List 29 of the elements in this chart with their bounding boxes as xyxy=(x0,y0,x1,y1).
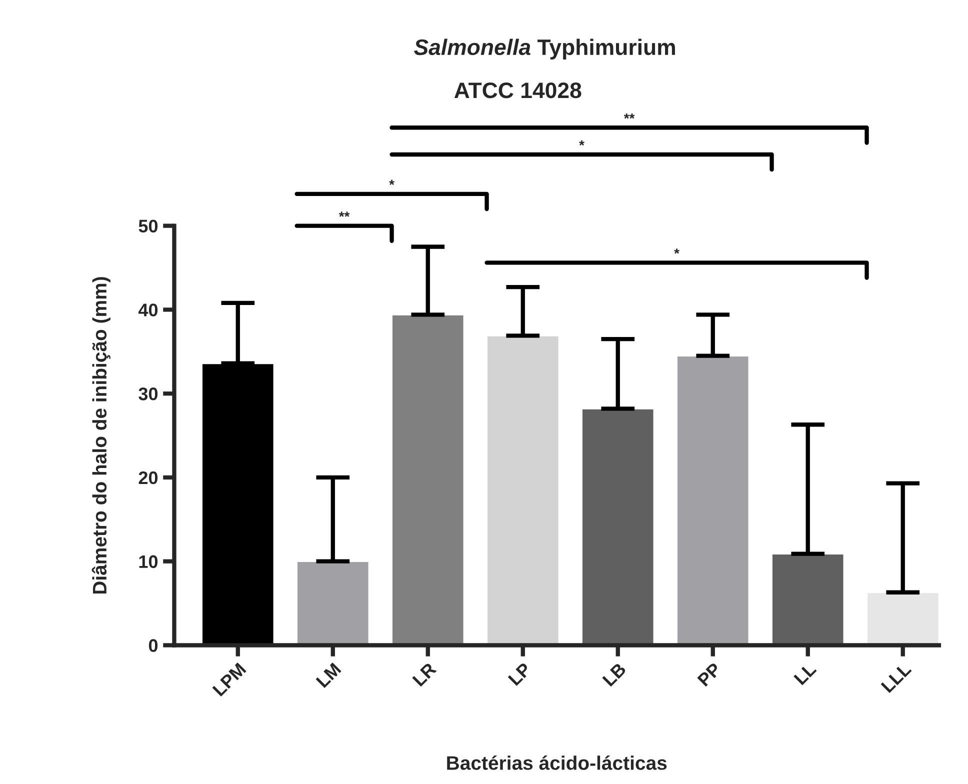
chart-title: Salmonella Typhimurium ATCC 14028 xyxy=(414,38,675,98)
text: * xyxy=(579,140,584,146)
x-tick-label: LLL xyxy=(880,662,912,693)
x-tick-label: LP xyxy=(508,662,532,686)
bar xyxy=(581,408,655,646)
y-tick-label: 30 xyxy=(138,388,158,400)
y-tick-label: 40 xyxy=(138,304,158,316)
bar xyxy=(771,553,845,646)
bar xyxy=(201,362,275,646)
x-tick-label: LR xyxy=(412,662,437,687)
x-tick-label: LL xyxy=(794,662,817,686)
x-tick-label: PP xyxy=(697,662,722,687)
text: * xyxy=(389,180,394,185)
bar xyxy=(676,355,750,646)
x-tick-label: LB xyxy=(602,662,627,687)
bar xyxy=(391,314,465,646)
x-axis-title: Bactérias ácido-lácticas xyxy=(447,755,667,770)
y-tick-label: 0 xyxy=(148,639,158,652)
y-axis-title: Diâmetro do halo de inibição (mm) xyxy=(92,277,110,594)
y-tick-label: 50 xyxy=(138,220,158,233)
annotation: * xyxy=(674,248,680,254)
bar xyxy=(486,334,560,646)
x-tick-label: LM xyxy=(316,662,342,688)
text: ** xyxy=(624,114,635,119)
y-tick-label: 10 xyxy=(139,555,158,568)
bar xyxy=(866,592,939,646)
bar xyxy=(296,560,370,646)
text: ** xyxy=(338,212,350,217)
y-tick-label: 20 xyxy=(138,471,158,484)
